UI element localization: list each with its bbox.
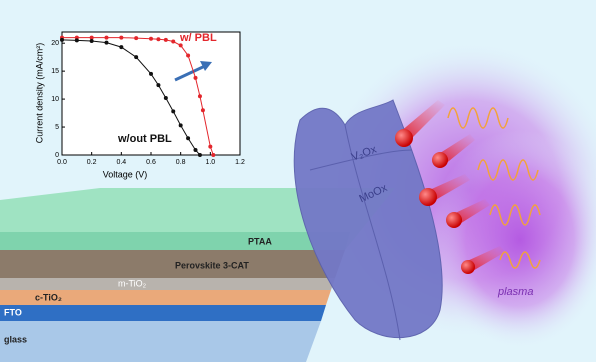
data-point [134,55,138,59]
data-point [194,76,198,80]
particle [461,260,475,274]
data-point [105,41,109,45]
data-point [119,36,123,40]
x-tick-label: 0.2 [87,159,97,166]
figure: PTAA Perovskite 3-CAT m-TiO₂ c-TiO₂ FTO … [0,0,596,362]
x-tick-label: 1.2 [235,159,245,166]
x-tick-label: 0.0 [57,159,67,166]
data-point [149,72,153,76]
layer-label: c-TiO₂ [35,292,62,302]
data-point [164,96,168,100]
particle [419,188,437,206]
data-point [208,145,212,149]
legend-label: w/ PBL [179,32,217,44]
y-tick-label: 5 [55,124,59,131]
data-point [201,108,205,112]
y-tick-label: 0 [55,152,59,159]
data-point [211,153,215,157]
particle [395,129,413,147]
layer-label: Perovskite 3-CAT [175,260,249,270]
x-tick-label: 1.0 [205,159,215,166]
particle [432,152,448,168]
data-point [149,37,153,41]
legend-label: w/out PBL [117,133,172,145]
x-tick-label: 0.8 [176,159,186,166]
layer-label: m-TiO₂ [118,278,147,288]
data-point [198,153,202,157]
data-point [179,43,183,47]
layer-label: FTO [4,307,22,317]
data-point [134,36,138,40]
particle [446,212,462,228]
layer-m-tio2 [0,278,335,290]
data-point [75,38,79,42]
y-tick-label: 15 [51,68,59,75]
data-point [198,94,202,98]
y-tick-label: 20 [51,40,59,47]
plasma-label: plasma [497,286,533,298]
data-point [186,136,190,140]
data-point [186,53,190,57]
data-point [171,40,175,44]
data-point [179,123,183,127]
layer-fto [0,305,326,321]
x-axis-label: Voltage (V) [103,169,148,179]
data-point [119,45,123,49]
layer-glass [0,321,321,362]
layer-label: glass [4,334,27,344]
data-point [164,38,168,42]
data-point [105,36,109,40]
data-point [156,37,160,41]
data-point [194,148,198,152]
data-point [60,38,64,42]
data-point [171,109,175,113]
y-axis-label: Current density (mA/cm²) [34,43,44,144]
layer-perovskite [0,250,345,278]
x-tick-label: 0.4 [116,159,126,166]
data-point [156,83,160,87]
layer-ptaa [0,232,350,250]
x-tick-label: 0.6 [146,159,156,166]
layer-label: PTAA [248,236,272,246]
data-point [90,39,94,43]
y-tick-label: 10 [51,96,59,103]
